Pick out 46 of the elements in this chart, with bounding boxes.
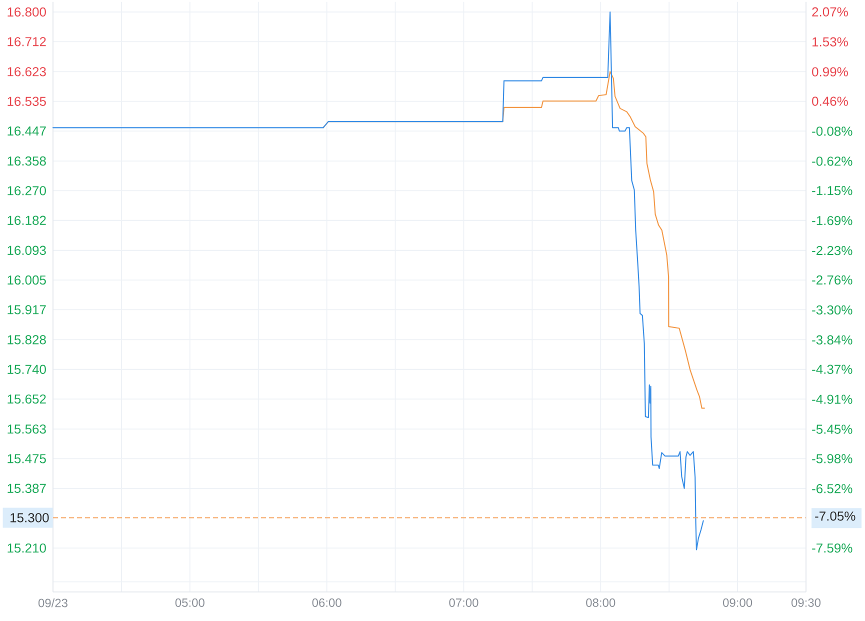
y-tick-label: 16.005 [8, 275, 46, 285]
y2-tick-label: -0.08% [812, 126, 852, 136]
y2-tick-label: 0.99% [812, 67, 848, 76]
y2-tick-label: 2.07% [812, 7, 848, 16]
x-tick-label: 09/23 [38, 598, 68, 608]
x-tick-label: 05:00 [175, 598, 204, 607]
y-tick-label: 16.800 [8, 7, 46, 17]
y2-tick-label: -6.52% [812, 484, 852, 494]
y-tick-label: 16.447 [8, 126, 46, 136]
x-tick-label: 07:00 [449, 598, 478, 607]
y-tick-label: 15.563 [8, 424, 46, 434]
y2-tick-label: -2.23% [812, 246, 852, 256]
y-tick-label: 16.623 [8, 67, 46, 76]
x-tick-label: 09:00 [723, 598, 752, 607]
y-tick-label: 15.210 [8, 543, 46, 553]
y-tick-label: 15.387 [8, 484, 46, 493]
y2-tick-label: 0.46% [812, 96, 848, 106]
ref-line-label: 15.300 [10, 513, 49, 522]
x-tick-label: 06:00 [312, 598, 342, 607]
y2-tick-label: -4.37% [812, 364, 852, 374]
y-tick-label: 16.270 [8, 186, 46, 196]
x-tick-label: 09:30 [791, 598, 821, 607]
y2-tick-label: -2.76% [812, 275, 852, 285]
y2-tick-label: -7.05% [815, 512, 856, 521]
y-tick-label: 16.093 [8, 246, 46, 255]
y-tick-label: 15.917 [8, 305, 46, 314]
y-tick-label: 16.182 [8, 216, 46, 225]
line-series [52, 11, 704, 550]
y2-tick-label: -3.30% [812, 305, 852, 315]
y2-tick-label: -7.59% [812, 543, 852, 553]
y-tick-label: 15.740 [8, 364, 46, 374]
y-tick-label: 16.535 [8, 96, 46, 106]
y2-tick-label: -1.69% [812, 216, 852, 226]
y2-tick-label: -5.98% [812, 454, 852, 464]
x-tick-label: 08:00 [586, 598, 616, 607]
y2-tick-label: -4.91% [812, 394, 852, 404]
y-tick-label: 15.475 [8, 454, 46, 464]
y-tick-label: 15.652 [8, 394, 46, 404]
y2-tick-label: -5.45% [812, 424, 852, 434]
y2-tick-label: -1.15% [812, 186, 852, 196]
y2-tick-label: 1.53% [812, 37, 848, 46]
y2-tick-label: -0.62% [812, 156, 852, 166]
y-tick-label: 16.358 [8, 156, 46, 166]
y2-tick-label: -3.84% [812, 335, 852, 345]
y-tick-label: 16.712 [8, 37, 46, 46]
y-tick-label: 15.828 [8, 335, 46, 344]
